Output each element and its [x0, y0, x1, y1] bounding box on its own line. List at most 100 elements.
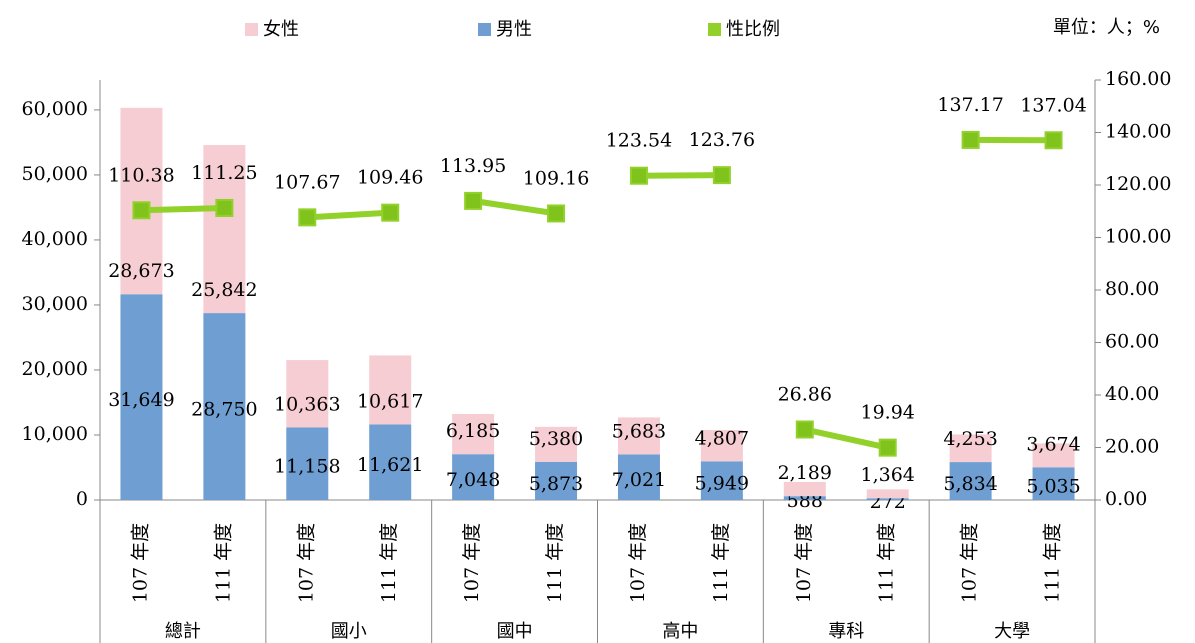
bar: [783, 481, 826, 497]
y2-tick-label: 40.00: [1105, 383, 1159, 405]
y-tick-label: 50,000: [22, 163, 88, 185]
line: [472, 197, 557, 217]
line-marker: [132, 201, 151, 220]
bar: [286, 360, 329, 428]
data-label: 2,189: [778, 462, 832, 484]
legend-label: 男性: [496, 19, 532, 40]
x-tick-label: 107 年度: [627, 523, 649, 603]
data-label: 11,621: [357, 454, 423, 476]
line-data-label: 113.95: [440, 155, 506, 177]
line-marker: [629, 166, 648, 185]
y2-tick-label: 0.00: [1105, 488, 1147, 510]
bar: [369, 424, 412, 500]
data-label: 1,364: [861, 464, 915, 486]
x-tick-label: 107 年度: [793, 523, 815, 603]
bar: [535, 426, 578, 462]
line-data-label: 111.25: [191, 162, 257, 184]
x-tick-label: 107 年度: [461, 523, 483, 603]
line-data-label: 109.46: [357, 167, 423, 189]
bar: [286, 427, 329, 500]
line-marker: [795, 420, 814, 439]
line: [804, 426, 889, 451]
bar: [452, 413, 495, 455]
bar: [949, 462, 992, 500]
data-label: 5,949: [695, 473, 749, 495]
line-data-label: 19.94: [861, 402, 915, 424]
bar: [203, 313, 246, 500]
bar: [535, 461, 578, 500]
y2-tick-label: 60.00: [1105, 331, 1159, 353]
data-label: 10,363: [274, 393, 340, 415]
y2-tick-label: 140.00: [1105, 121, 1171, 143]
y-tick-label: 40,000: [22, 228, 88, 250]
data-label: 5,035: [1026, 476, 1080, 498]
bar: [1032, 467, 1075, 500]
line-data-label: 107.67: [274, 171, 340, 193]
bar: [369, 355, 412, 425]
line-data-label: 109.16: [523, 167, 589, 189]
bar: [949, 434, 992, 463]
group-label: 大學: [994, 621, 1030, 642]
line: [638, 172, 722, 179]
legend-label: 女性: [263, 19, 299, 40]
bar: [203, 145, 246, 314]
group-label: 國小: [331, 621, 367, 642]
bar: [120, 107, 163, 295]
data-label: 4,807: [695, 427, 749, 449]
y-tick-label: 30,000: [22, 293, 88, 315]
group-label: 專科: [828, 621, 864, 642]
data-label: 7,048: [446, 469, 500, 491]
bar: [617, 454, 660, 500]
x-tick-label: 111 年度: [378, 523, 400, 603]
data-label: 10,617: [357, 390, 423, 412]
group-label: 國中: [497, 621, 533, 642]
line-marker: [712, 166, 731, 185]
line-marker: [1044, 131, 1063, 150]
bar: [866, 489, 909, 499]
line-marker: [381, 203, 400, 222]
data-label: 4,253: [943, 428, 997, 450]
y2-tick-label: 20.00: [1105, 436, 1159, 458]
x-tick-label: 111 年度: [544, 523, 566, 603]
x-tick-label: 111 年度: [1042, 523, 1064, 603]
line-marker: [215, 198, 234, 217]
line: [307, 209, 391, 221]
y-tick-label: 10,000: [22, 423, 88, 445]
data-label: 6,185: [446, 420, 500, 442]
unit-note: 單位：人；%: [1053, 17, 1160, 38]
line-data-label: 110.38: [108, 164, 174, 186]
line-data-label: 123.76: [689, 129, 755, 151]
y2-tick-label: 100.00: [1105, 226, 1171, 248]
line-marker: [298, 208, 317, 227]
bar: [617, 417, 660, 455]
data-label: 28,750: [191, 399, 257, 421]
legend-swatch: [245, 23, 258, 36]
line-data-label: 26.86: [778, 383, 832, 405]
line-marker: [878, 438, 897, 457]
bar: [700, 461, 743, 500]
line-marker: [464, 191, 483, 210]
legend-label: 性比例: [726, 19, 780, 40]
y2-tick-label: 80.00: [1105, 278, 1159, 300]
bar: [452, 454, 495, 500]
bar: [866, 498, 909, 500]
y-tick-label: 20,000: [22, 358, 88, 380]
bar: [1032, 443, 1075, 468]
x-tick-label: 107 年度: [295, 523, 317, 603]
group-label: 高中: [662, 621, 698, 642]
x-tick-label: 111 年度: [876, 523, 898, 603]
line-data-label: 137.17: [937, 94, 1003, 116]
data-label: 31,649: [108, 389, 174, 411]
data-label: 5,873: [529, 473, 583, 495]
data-label: 28,673: [108, 260, 174, 282]
legend-swatch: [478, 23, 491, 36]
y2-tick-label: 120.00: [1105, 173, 1171, 195]
y2-tick-label: 160.00: [1105, 68, 1171, 90]
data-label: 5,834: [943, 473, 997, 495]
data-label: 5,683: [612, 420, 666, 442]
data-label: 5,380: [529, 428, 583, 450]
group-label: 總計: [165, 621, 201, 642]
x-tick-label: 111 年度: [212, 523, 234, 603]
x-tick-label: 107 年度: [959, 523, 981, 603]
